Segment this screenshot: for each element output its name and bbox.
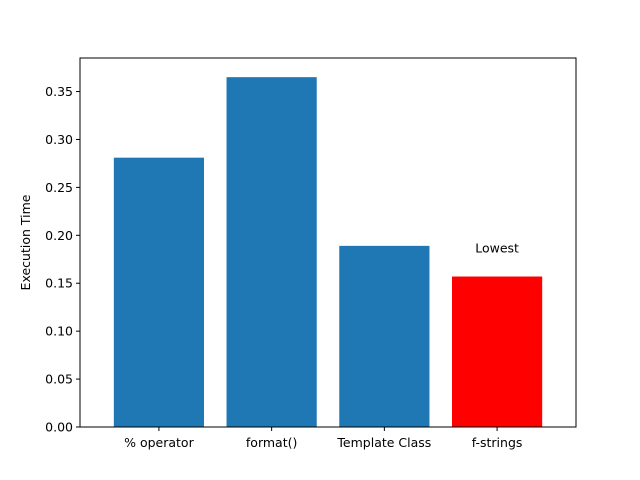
bar-operator (113, 157, 204, 427)
y-tick-label: 0.25 (45, 180, 73, 195)
y-tick-label: 0.15 (45, 276, 73, 291)
x-tick-label: format() (246, 435, 297, 450)
y-axis-ticks: 0.00 0.05 0.10 0.15 0.20 0.25 0.30 0.35 (45, 84, 80, 435)
annotation-label: Lowest (475, 240, 519, 255)
bar-format (226, 77, 317, 428)
bar-template-class (339, 245, 430, 427)
x-tick-label: f-strings (472, 435, 523, 450)
bars-group (113, 77, 543, 428)
y-tick-label: 0.30 (45, 132, 73, 147)
x-axis-ticks: % operator format() Template Class f-string… (124, 427, 522, 450)
y-tick-label: 0.10 (45, 324, 73, 339)
bar-f-strings (452, 276, 543, 427)
y-tick-label: 0.00 (45, 420, 73, 435)
y-tick-label: 0.05 (45, 372, 73, 387)
y-axis-title: Execution Time (18, 194, 33, 290)
y-tick-label: 0.35 (45, 84, 73, 99)
plot-frame (79, 57, 577, 428)
x-tick-label: Template Class (336, 435, 431, 450)
annotations-group: Lowest (475, 240, 519, 255)
x-tick-label: % operator (124, 435, 194, 450)
y-tick-label: 0.20 (45, 228, 73, 243)
